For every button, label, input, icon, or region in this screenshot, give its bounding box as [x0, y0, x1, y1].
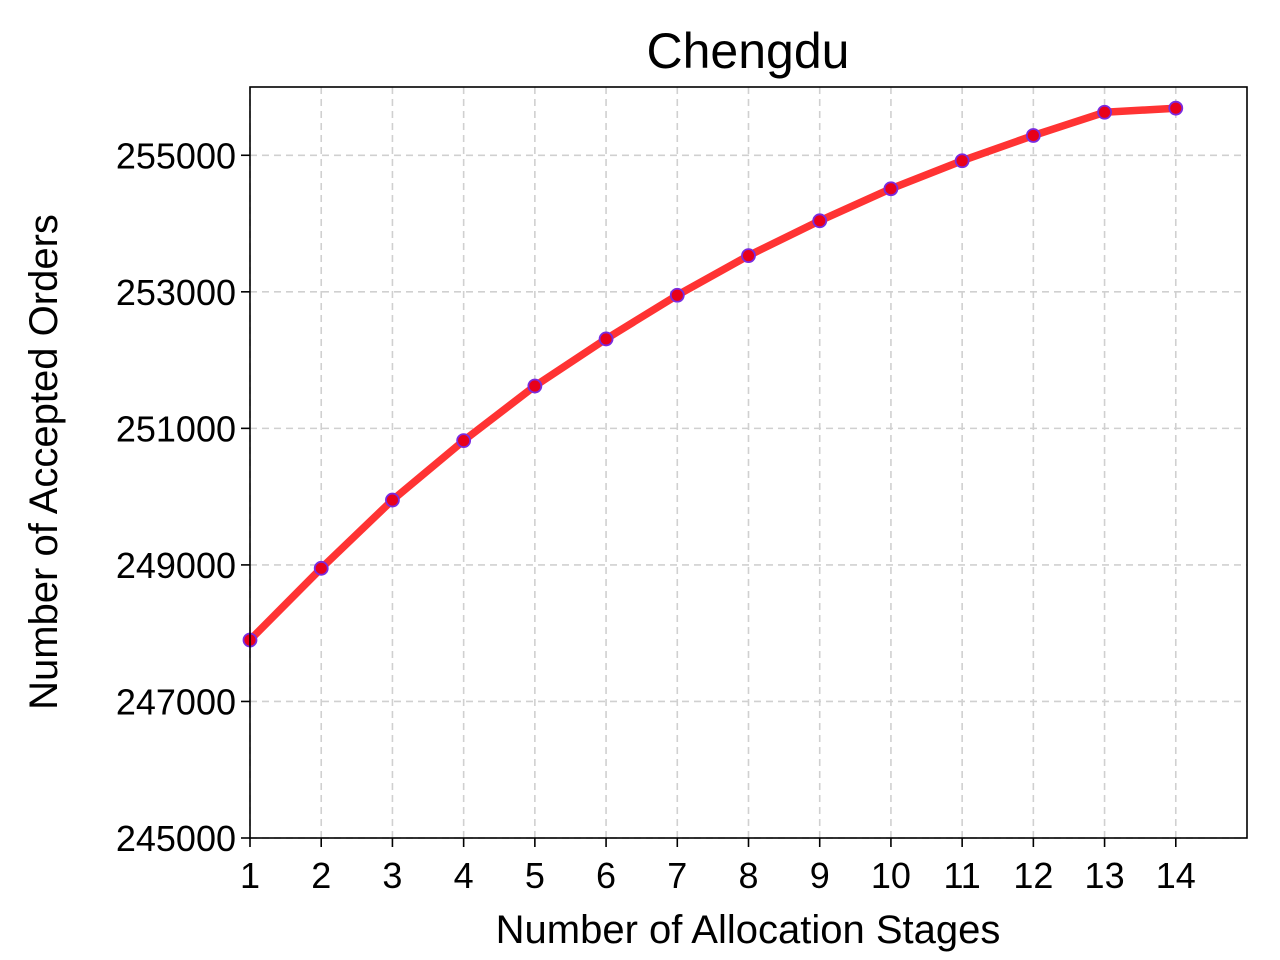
series-line — [246, 104, 1180, 644]
x-axis-title: Number of Allocation Stages — [496, 908, 1001, 952]
x-tick-label: 2 — [311, 855, 331, 896]
y-tick-label: 255000 — [116, 135, 236, 176]
data-point — [456, 433, 472, 449]
x-tick-label: 13 — [1085, 855, 1125, 896]
x-tick-label: 11 — [943, 855, 980, 896]
x-tick-label: 12 — [1013, 855, 1053, 896]
y-axis-ticks: 245000 247000 249000 251000 253000 255000 — [116, 135, 250, 859]
x-tick-label: 9 — [810, 855, 830, 896]
data-point — [1025, 128, 1041, 143]
grid-layer — [249, 87, 1247, 839]
y-tick-label: 249000 — [116, 545, 236, 586]
y-tick-label: 253000 — [116, 272, 236, 313]
data-point — [669, 287, 685, 303]
data-point — [385, 492, 400, 508]
y-tick-label: 245000 — [116, 818, 236, 859]
x-tick-label: 1 — [240, 855, 260, 896]
x-tick-label: 7 — [667, 855, 687, 896]
x-tick-label: 4 — [454, 855, 474, 896]
y-axis-title: Number of Accepted Orders — [22, 214, 66, 710]
data-point — [1168, 100, 1184, 116]
x-tick-label: 3 — [382, 855, 402, 896]
series-layer — [246, 104, 1180, 644]
y-tick-label: 247000 — [116, 681, 236, 722]
x-tick-label: 8 — [738, 855, 758, 896]
data-point — [598, 331, 614, 347]
x-tick-label: 10 — [871, 855, 911, 896]
y-tick-label: 251000 — [116, 408, 236, 449]
data-point — [741, 248, 756, 264]
x-tick-label: 5 — [525, 855, 545, 896]
chart-title: Chengdu — [647, 23, 850, 79]
data-point — [527, 378, 543, 394]
data-point — [883, 181, 899, 197]
data-point — [1097, 104, 1112, 120]
x-tick-label: 6 — [596, 855, 616, 896]
data-point — [313, 560, 329, 576]
x-tick-label: 14 — [1156, 855, 1196, 896]
marker-layer — [242, 100, 1184, 648]
data-point — [812, 213, 828, 229]
data-point — [954, 153, 970, 169]
x-axis-ticks: 1 2 3 4 5 6 7 8 9 10 11 12 13 14 — [240, 838, 1196, 896]
